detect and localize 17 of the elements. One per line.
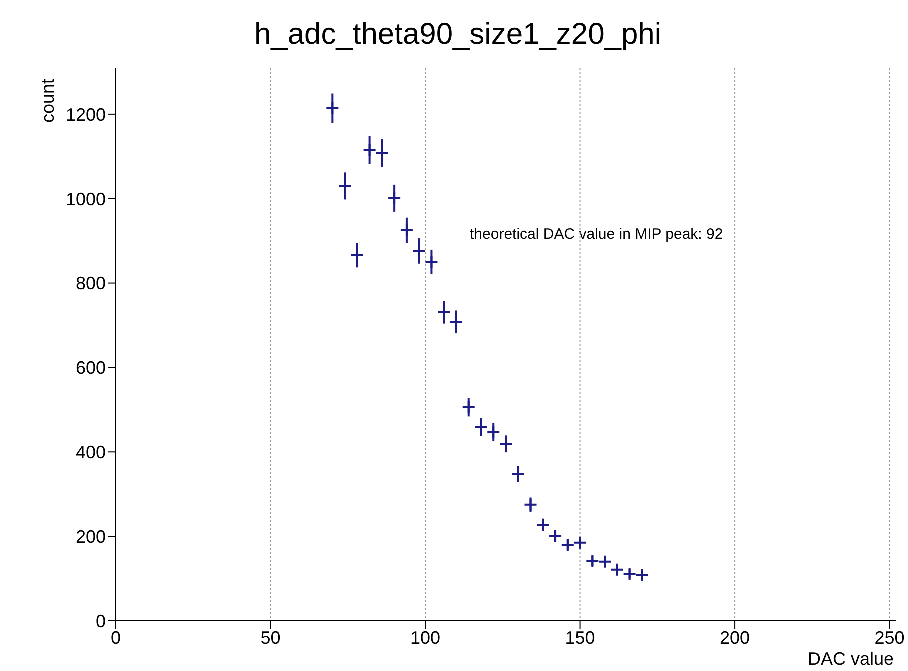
y-tick-label: 1200 [66, 104, 106, 125]
x-tick-label: 150 [565, 628, 596, 648]
y-tick-label: 200 [76, 526, 106, 547]
annotation: theoretical DAC value in MIP peak: 92 [470, 226, 724, 243]
chart-title: h_adc_theta90_size1_z20_phi [253, 18, 662, 52]
y-tick-label: 0 [96, 611, 106, 632]
x-tick-label: 100 [410, 628, 441, 648]
x-axis-title: DAC value [808, 649, 894, 670]
y-axis-title: count [38, 78, 59, 123]
x-tick-label: 0 [110, 628, 122, 648]
x-tick-label: 250 [874, 628, 905, 648]
y-tick-label: 400 [76, 442, 106, 463]
y-tick-label: 600 [76, 358, 106, 378]
y-tick-label: 1000 [66, 189, 106, 210]
x-tick-label: 50 [260, 628, 281, 648]
y-tick-label: 800 [76, 274, 106, 294]
x-tick-label: 200 [720, 628, 750, 648]
